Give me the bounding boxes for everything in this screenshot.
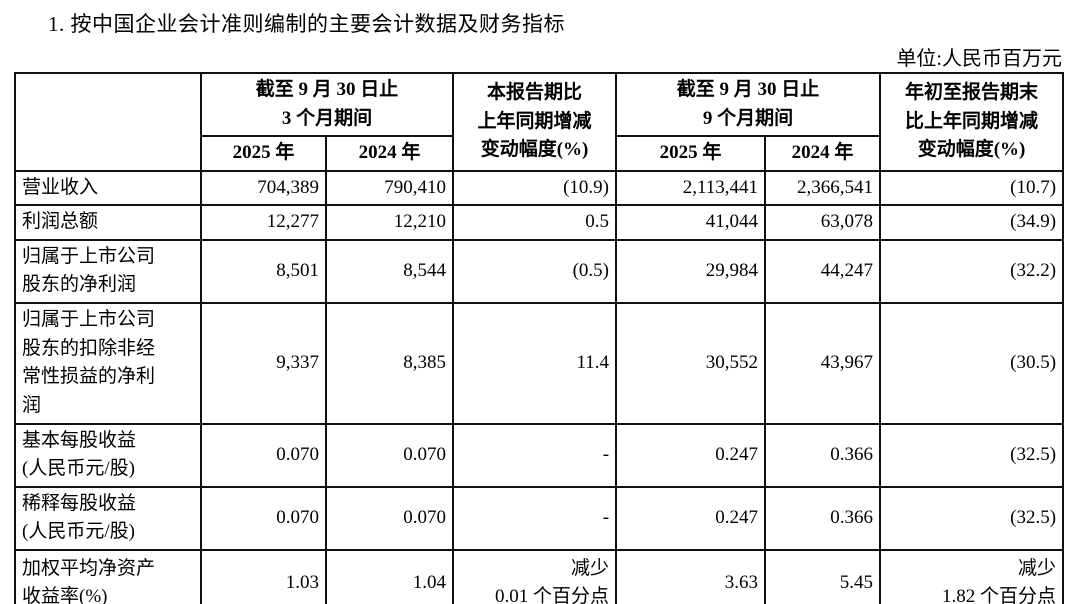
cell-9m-2024: 44,247 bbox=[764, 238, 882, 304]
corner-cell bbox=[14, 72, 202, 172]
cell-ytd-change: (30.5) bbox=[879, 301, 1065, 425]
header-3m-2025: 2025 年 bbox=[200, 135, 327, 172]
row-label: 稀释每股收益 (人民币元/股) bbox=[14, 485, 202, 551]
cell-9m-2024: 63,078 bbox=[764, 204, 882, 241]
cell-9m-2025: 30,552 bbox=[615, 301, 767, 425]
header-3month-period: 截至 9 月 30 日止 3 个月期间 bbox=[199, 72, 455, 137]
cell-q3-2024: 8,385 bbox=[324, 301, 455, 425]
header-row-years: 2025 年 2024 年 2025 年 2024 年 bbox=[15, 135, 1063, 172]
cell-ytd-change: (34.9) bbox=[879, 204, 1065, 241]
section-title: 1. 按中国企业会计准则编制的主要会计数据及财务指标 bbox=[48, 12, 565, 36]
cell-q3-change: 0.5 bbox=[452, 204, 618, 241]
cell-q3-change: - bbox=[452, 422, 618, 488]
currency-unit-label: 单位:人民币百万元 bbox=[896, 48, 1062, 70]
cell-q3-2024: 1.04 bbox=[324, 548, 455, 604]
cell-ytd-change: 减少 1.82 个百分点 bbox=[879, 548, 1065, 604]
table-row-operating-revenue: 营业收入 704,389 790,410 (10.9) 2,113,441 2,… bbox=[14, 169, 1065, 206]
row-label: 利润总额 bbox=[14, 204, 202, 241]
cell-q3-2024: 8,544 bbox=[324, 238, 455, 304]
cell-q3-2025: 9,337 bbox=[200, 301, 327, 425]
table-row-total-profit: 利润总额 12,277 12,210 0.5 41,044 63,078 (34… bbox=[14, 204, 1065, 241]
cell-q3-2024: 0.070 bbox=[324, 485, 455, 551]
cell-9m-2024: 0.366 bbox=[764, 485, 882, 551]
row-label: 基本每股收益 (人民币元/股) bbox=[14, 422, 202, 488]
row-label: 营业收入 bbox=[14, 169, 202, 206]
cell-9m-2024: 0.366 bbox=[764, 422, 882, 488]
cell-9m-2025: 0.247 bbox=[615, 485, 767, 551]
table-row-net-profit-attributable: 归属于上市公司 股东的净利润 8,501 8,544 (0.5) 29,984 … bbox=[14, 238, 1065, 304]
cell-9m-2025: 3.63 bbox=[615, 548, 767, 604]
header-3m-2024: 2024 年 bbox=[324, 135, 455, 172]
cell-q3-change: 11.4 bbox=[452, 301, 618, 425]
header-9m-2024: 2024 年 bbox=[764, 135, 882, 172]
cell-q3-change: (10.9) bbox=[452, 169, 618, 206]
cell-q3-2025: 0.070 bbox=[200, 422, 327, 488]
cell-q3-change: - bbox=[452, 485, 618, 551]
header-9m-2025: 2025 年 bbox=[615, 135, 767, 172]
cell-q3-2025: 8,501 bbox=[200, 238, 327, 304]
cell-q3-2025: 0.070 bbox=[200, 485, 327, 551]
cell-9m-2025: 29,984 bbox=[615, 238, 767, 304]
header-ytd-change: 年初至报告期末 比上年同期增减 变动幅度(%) bbox=[879, 72, 1065, 172]
cell-q3-2025: 1.03 bbox=[200, 548, 327, 604]
header-3month-change: 本报告期比 上年同期增减 变动幅度(%) bbox=[452, 72, 618, 172]
header-row-groups: 截至 9 月 30 日止 3 个月期间 本报告期比 上年同期增减 变动幅度(%)… bbox=[14, 72, 1065, 172]
cell-9m-2024: 2,366,541 bbox=[764, 169, 882, 206]
cell-ytd-change: (32.5) bbox=[879, 485, 1065, 551]
table-row-diluted-eps: 稀释每股收益 (人民币元/股) 0.070 0.070 - 0.247 0.36… bbox=[14, 485, 1065, 551]
cell-ytd-change: (10.7) bbox=[879, 169, 1065, 206]
cell-ytd-change: (32.5) bbox=[879, 422, 1065, 488]
cell-9m-2025: 2,113,441 bbox=[615, 169, 767, 206]
cell-q3-change: 减少 0.01 个百分点 bbox=[452, 548, 618, 604]
row-label: 归属于上市公司 股东的扣除非经 常性损益的净利 润 bbox=[14, 301, 202, 425]
cell-q3-2024: 790,410 bbox=[324, 169, 455, 206]
row-label: 归属于上市公司 股东的净利润 bbox=[14, 238, 202, 304]
cell-9m-2025: 0.247 bbox=[615, 422, 767, 488]
header-9month-period: 截至 9 月 30 日止 9 个月期间 bbox=[615, 72, 882, 137]
financial-indicators-table: 截至 9 月 30 日止 3 个月期间 本报告期比 上年同期增减 变动幅度(%)… bbox=[14, 72, 1065, 604]
table-row-basic-eps: 基本每股收益 (人民币元/股) 0.070 0.070 - 0.247 0.36… bbox=[14, 422, 1065, 488]
cell-q3-2025: 12,277 bbox=[200, 204, 327, 241]
cell-9m-2024: 43,967 bbox=[764, 301, 882, 425]
cell-q3-2024: 12,210 bbox=[324, 204, 455, 241]
cell-9m-2025: 41,044 bbox=[615, 204, 767, 241]
cell-ytd-change: (32.2) bbox=[879, 238, 1065, 304]
cell-q3-2025: 704,389 bbox=[200, 169, 327, 206]
cell-9m-2024: 5.45 bbox=[764, 548, 882, 604]
cell-q3-change: (0.5) bbox=[452, 238, 618, 304]
row-label: 加权平均净资产 收益率(%) bbox=[14, 548, 202, 604]
cell-q3-2024: 0.070 bbox=[324, 422, 455, 488]
table-row-net-profit-excl-nonrecurring: 归属于上市公司 股东的扣除非经 常性损益的净利 润 9,337 8,385 11… bbox=[14, 301, 1065, 425]
table-row-weighted-avg-roe: 加权平均净资产 收益率(%) 1.03 1.04 减少 0.01 个百分点 3.… bbox=[14, 548, 1065, 604]
financial-table-container: 截至 9 月 30 日止 3 个月期间 本报告期比 上年同期增减 变动幅度(%)… bbox=[14, 72, 1065, 604]
